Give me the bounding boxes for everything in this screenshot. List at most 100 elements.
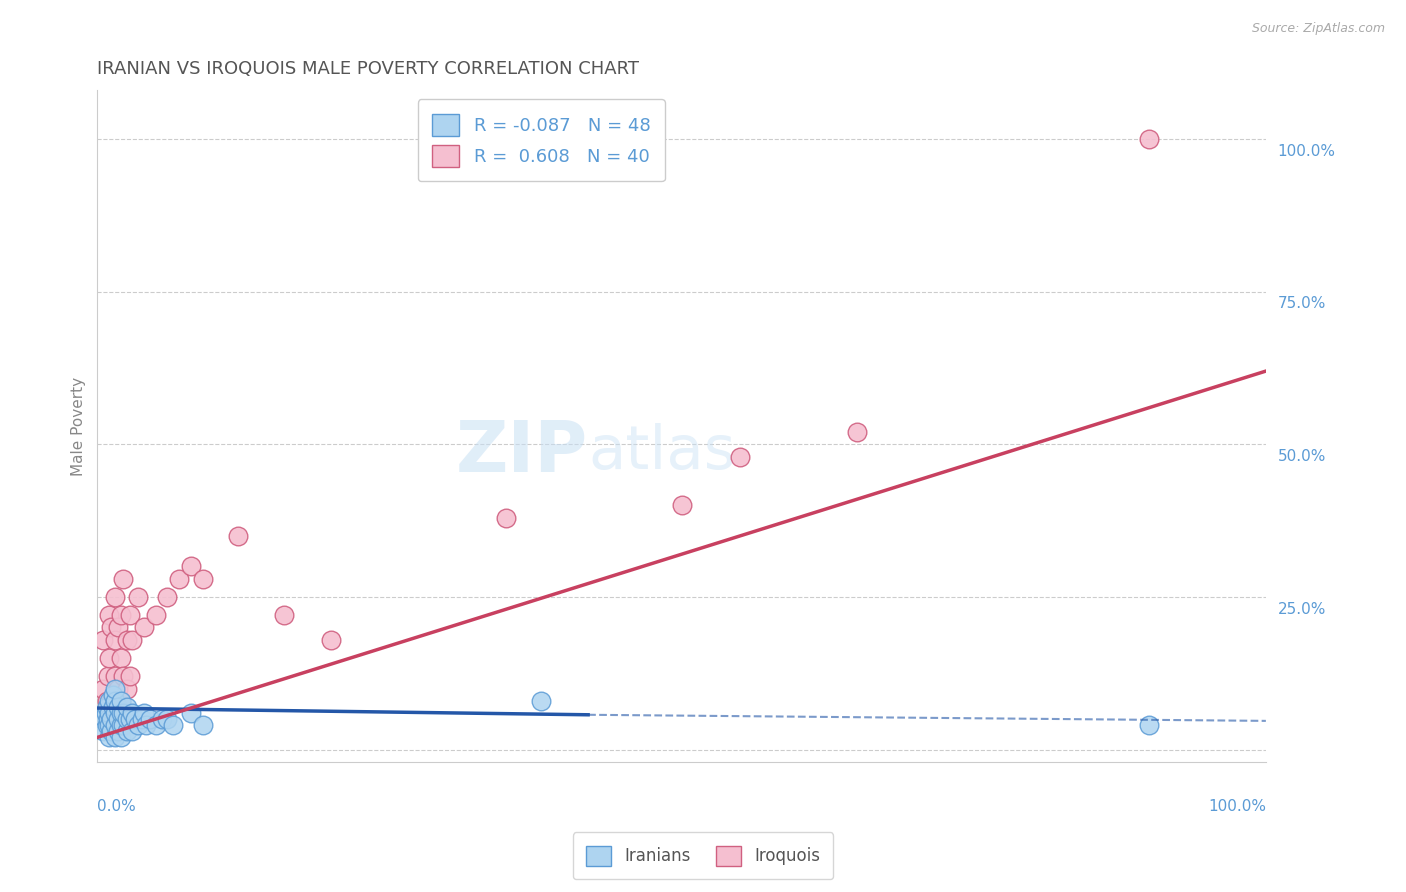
Point — [104, 699, 127, 714]
Point — [104, 706, 127, 720]
Point — [101, 688, 124, 702]
Point — [98, 651, 121, 665]
Y-axis label: Male Poverty: Male Poverty — [72, 376, 86, 475]
Point — [100, 694, 122, 708]
Point — [115, 681, 138, 696]
Point — [127, 590, 149, 604]
Point — [145, 608, 167, 623]
Point — [530, 694, 553, 708]
Point — [96, 718, 118, 732]
Text: 50.0%: 50.0% — [1278, 449, 1326, 464]
Point — [180, 706, 202, 720]
Point — [120, 669, 142, 683]
Point — [107, 712, 129, 726]
Point — [728, 450, 751, 464]
Point — [319, 632, 342, 647]
Point — [191, 718, 214, 732]
Point — [98, 731, 121, 745]
Point — [112, 572, 135, 586]
Point — [96, 694, 118, 708]
Point — [121, 724, 143, 739]
Point — [94, 706, 117, 720]
Point — [671, 499, 693, 513]
Point — [120, 608, 142, 623]
Point — [91, 632, 114, 647]
Point — [1137, 718, 1160, 732]
Point — [120, 712, 142, 726]
Point — [191, 572, 214, 586]
Point — [135, 718, 157, 732]
Point — [124, 712, 146, 726]
Point — [97, 712, 120, 726]
Point — [150, 712, 173, 726]
Point — [96, 699, 118, 714]
Point — [107, 681, 129, 696]
Point — [98, 718, 121, 732]
Point — [100, 712, 122, 726]
Legend: Iranians, Iroquois: Iranians, Iroquois — [572, 832, 834, 880]
Text: Source: ZipAtlas.com: Source: ZipAtlas.com — [1251, 22, 1385, 36]
Point — [132, 620, 155, 634]
Point — [127, 718, 149, 732]
Point — [110, 718, 132, 732]
Point — [180, 559, 202, 574]
Point — [139, 712, 162, 726]
Point — [98, 608, 121, 623]
Point — [115, 632, 138, 647]
Point — [107, 620, 129, 634]
Point — [104, 632, 127, 647]
Point — [98, 712, 121, 726]
Point — [121, 632, 143, 647]
Point — [115, 712, 138, 726]
Text: 75.0%: 75.0% — [1278, 296, 1326, 311]
Point — [156, 590, 179, 604]
Point — [132, 706, 155, 720]
Point — [156, 712, 179, 726]
Point — [1137, 132, 1160, 146]
Text: IRANIAN VS IROQUOIS MALE POVERTY CORRELATION CHART: IRANIAN VS IROQUOIS MALE POVERTY CORRELA… — [97, 60, 640, 78]
Point — [112, 669, 135, 683]
Point — [495, 510, 517, 524]
Point — [104, 590, 127, 604]
Point — [98, 694, 121, 708]
Point — [101, 699, 124, 714]
Point — [110, 731, 132, 745]
Point — [110, 651, 132, 665]
Point — [115, 699, 138, 714]
Point — [104, 694, 127, 708]
Point — [91, 681, 114, 696]
Point — [100, 620, 122, 634]
Point — [98, 706, 121, 720]
Point — [91, 712, 114, 726]
Text: ZIP: ZIP — [456, 418, 588, 487]
Point — [110, 608, 132, 623]
Point — [145, 718, 167, 732]
Point — [104, 681, 127, 696]
Point — [107, 724, 129, 739]
Point — [110, 706, 132, 720]
Text: 25.0%: 25.0% — [1278, 602, 1326, 616]
Text: 100.0%: 100.0% — [1278, 144, 1336, 159]
Point — [110, 694, 132, 708]
Text: 100.0%: 100.0% — [1208, 798, 1265, 814]
Point — [162, 718, 184, 732]
Point — [845, 425, 868, 439]
Text: atlas: atlas — [588, 424, 735, 483]
Point — [104, 718, 127, 732]
Point — [112, 718, 135, 732]
Point — [100, 724, 122, 739]
Point — [167, 572, 190, 586]
Legend: R = -0.087   N = 48, R =  0.608   N = 40: R = -0.087 N = 48, R = 0.608 N = 40 — [418, 99, 665, 181]
Point — [226, 529, 249, 543]
Point — [107, 699, 129, 714]
Text: 0.0%: 0.0% — [97, 798, 136, 814]
Point — [121, 706, 143, 720]
Point — [91, 724, 114, 739]
Point — [131, 712, 153, 726]
Point — [97, 669, 120, 683]
Point — [104, 669, 127, 683]
Point — [110, 694, 132, 708]
Point — [112, 706, 135, 720]
Point — [104, 731, 127, 745]
Point — [115, 724, 138, 739]
